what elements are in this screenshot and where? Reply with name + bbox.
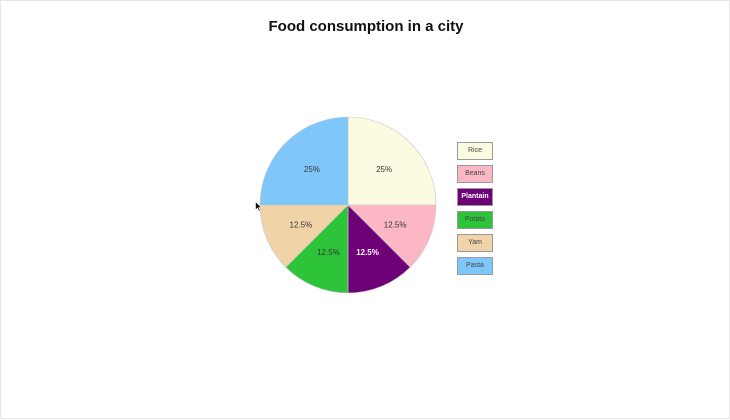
mouse-cursor-icon <box>255 201 263 212</box>
legend-item-yam[interactable]: Yam <box>457 234 493 252</box>
legend-item-rice[interactable]: Rice <box>457 142 493 160</box>
pie-slice-rice[interactable] <box>347 116 437 206</box>
slice-label-rice: 25% <box>376 165 392 174</box>
legend-item-potato[interactable]: Potato <box>457 211 493 229</box>
legend-item-pasta[interactable]: Pasta <box>457 257 493 275</box>
slice-label-yam: 12.5% <box>290 221 313 230</box>
chart-legend: Rice Beans Plantain Potato Yam Pasta <box>457 142 494 280</box>
chart-title: Food consumption in a city <box>268 18 464 35</box>
legend-item-plantain[interactable]: Plantain <box>457 188 493 206</box>
pie-slice-pasta[interactable] <box>259 116 349 206</box>
slice-label-plantain: 12.5% <box>356 248 379 257</box>
pie-slice-beans[interactable] <box>347 204 437 268</box>
slice-label-pasta: 25% <box>304 165 320 174</box>
slice-label-potato: 12.5% <box>317 248 340 257</box>
pie-slice-plantain[interactable] <box>347 204 411 294</box>
slice-label-beans: 12.5% <box>384 221 407 230</box>
legend-item-beans[interactable]: Beans <box>457 165 493 183</box>
pie-slice-potato[interactable] <box>285 204 349 294</box>
